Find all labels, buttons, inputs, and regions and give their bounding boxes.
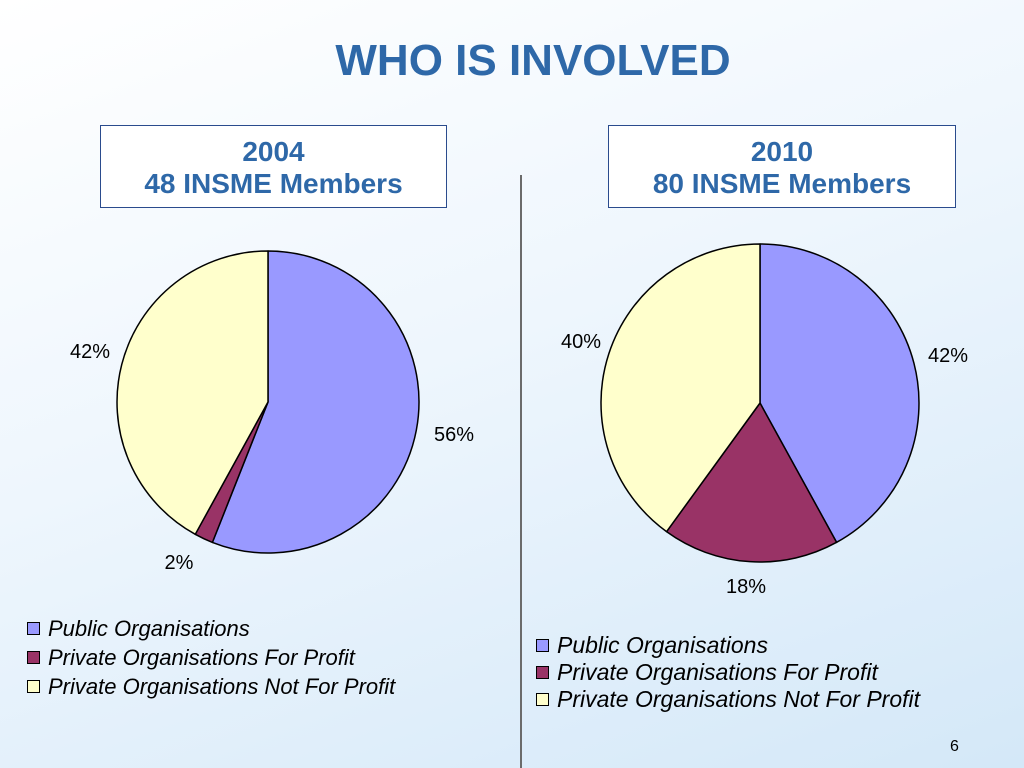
legend-label: Private Organisations Not For Profit bbox=[557, 686, 921, 712]
legend-label: Private Organisations For Profit bbox=[48, 645, 355, 670]
legend-2010: Public Organisations Private Organisatio… bbox=[536, 632, 920, 713]
chart-2004-year: 2004 bbox=[242, 136, 305, 167]
chart-2004-title-box: 2004 48 INSME Members bbox=[100, 125, 447, 208]
pie-2010-slice-for-profit bbox=[665, 402, 838, 563]
pie-2010-label-public: 42% bbox=[928, 345, 968, 367]
legend-item: Private Organisations Not For Profit bbox=[536, 686, 920, 713]
legend-swatch-not-for-profit bbox=[536, 693, 549, 706]
legend-swatch-public bbox=[536, 639, 549, 652]
legend-item: Public Organisations bbox=[536, 632, 920, 659]
panel-divider bbox=[520, 175, 522, 768]
pie-2010-label-not-for-profit: 40% bbox=[561, 331, 601, 353]
chart-2010-title-box: 2010 80 INSME Members bbox=[608, 125, 956, 208]
legend-label: Public Organisations bbox=[48, 616, 250, 641]
legend-item: Private Organisations For Profit bbox=[536, 659, 920, 686]
pie-2004-slice-not-for-profit bbox=[116, 250, 269, 536]
page-number: 6 bbox=[950, 738, 959, 755]
legend-swatch-public bbox=[27, 622, 40, 635]
chart-2010-year: 2010 bbox=[750, 136, 814, 167]
pie-2004-label-not-for-profit: 42% bbox=[70, 341, 110, 363]
legend-swatch-for-profit bbox=[27, 651, 40, 664]
legend-label: Private Organisations For Profit bbox=[557, 659, 878, 685]
legend-item: Private Organisations For Profit bbox=[27, 643, 395, 672]
legend-item: Private Organisations Not For Profit bbox=[27, 672, 395, 701]
legend-swatch-for-profit bbox=[536, 666, 549, 679]
pie-2010-slice-not-for-profit bbox=[600, 243, 761, 533]
legend-swatch-not-for-profit bbox=[27, 680, 40, 693]
legend-item: Public Organisations bbox=[27, 614, 395, 643]
legend-2004: Public Organisations Private Organisatio… bbox=[27, 614, 395, 701]
chart-2010-members: 80 INSME Members bbox=[652, 168, 912, 199]
slide-title: WHO IS INVOLVED bbox=[335, 36, 731, 85]
pie-2004-label-public: 56% bbox=[434, 424, 474, 446]
pie-2004-slice-public bbox=[211, 250, 420, 554]
legend-label: Public Organisations bbox=[557, 632, 768, 658]
legend-label: Private Organisations Not For Profit bbox=[48, 674, 396, 699]
pie-2004-label-for-profit: 2% bbox=[165, 552, 194, 574]
pie-2010-slice-public bbox=[759, 243, 920, 544]
chart-2004-members: 48 INSME Members bbox=[144, 168, 403, 199]
pie-2010-label-for-profit: 18% bbox=[726, 576, 766, 598]
